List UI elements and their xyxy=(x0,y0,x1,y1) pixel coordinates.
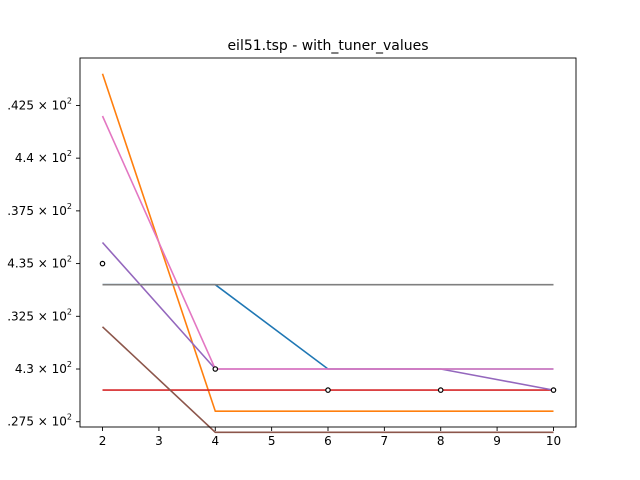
data-point-marker-4 xyxy=(437,387,444,393)
y-tick-label: .375 × 102 xyxy=(7,202,72,218)
y-tick-label: 4.4 × 102 xyxy=(15,149,72,165)
data-point-marker-2 xyxy=(212,366,219,372)
x-tick-label: 6 xyxy=(324,434,332,448)
x-tick-label: 9 xyxy=(493,434,501,448)
data-point-marker-5 xyxy=(550,387,557,393)
data-point-marker-1 xyxy=(99,260,106,267)
y-axis: .275 × 102 4.3 × 102 .325 × 102 4.35 × 102.… xyxy=(7,96,80,429)
y-tick-label: .325 × 102 xyxy=(7,307,72,323)
x-tick-label: 8 xyxy=(437,434,445,448)
x-tick-label: 10 xyxy=(546,434,561,448)
y-tick-label: .275 × 102 xyxy=(7,413,72,429)
x-tick-label: 7 xyxy=(381,434,389,448)
x-axis: 2 3 4 5 6 7 8 9 10 xyxy=(99,427,561,448)
series-layer xyxy=(101,73,554,434)
y-tick-label: 4.35 × 102 xyxy=(7,255,72,271)
series-line-5 xyxy=(101,326,554,434)
y-tick-label: 4.3 × 102 xyxy=(15,360,72,376)
data-point-marker-3 xyxy=(325,387,331,393)
x-tick-label: 3 xyxy=(155,434,163,448)
y-tick-label: .425 × 102 xyxy=(7,96,72,112)
x-tick-label: 2 xyxy=(99,434,107,448)
marker-layer xyxy=(99,260,557,393)
x-tick-label: 4 xyxy=(211,434,219,448)
x-tick-label: 5 xyxy=(268,434,276,448)
series-line-2 xyxy=(101,73,554,413)
chart-title: eil51.tsp - with_tuner_values xyxy=(227,38,428,54)
